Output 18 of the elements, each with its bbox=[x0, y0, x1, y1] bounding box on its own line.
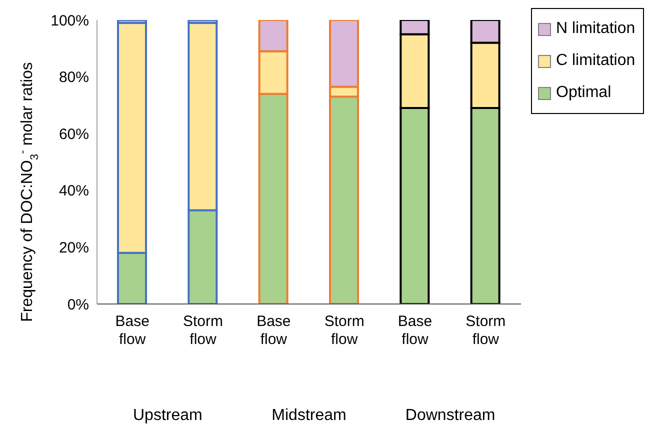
legend-label: Optimal bbox=[556, 84, 612, 102]
legend-label: C limitation bbox=[556, 52, 636, 70]
legend-label: N limitation bbox=[556, 20, 636, 38]
x-tick-label: Base flow bbox=[256, 313, 291, 348]
x-tick-label: Base flow bbox=[115, 313, 150, 348]
y-tick-label: 40% bbox=[58, 182, 89, 200]
text: Upstream bbox=[132, 407, 202, 424]
y-tick-label: 60% bbox=[58, 126, 89, 143]
y-tick-label: 0% bbox=[67, 296, 89, 314]
x-tick-label: Storm flow bbox=[182, 313, 224, 348]
x-tick-label: Base flow bbox=[398, 313, 432, 348]
text: Midstream bbox=[272, 407, 346, 424]
x-tick-label: Storm flow bbox=[324, 313, 364, 348]
y-tick-label: 100% bbox=[50, 12, 89, 30]
x-tick-label: Storm flow bbox=[466, 313, 506, 348]
y-tick-label: 80% bbox=[58, 69, 89, 86]
text: Downstream bbox=[405, 407, 496, 424]
y-tick-label: 20% bbox=[58, 240, 89, 257]
